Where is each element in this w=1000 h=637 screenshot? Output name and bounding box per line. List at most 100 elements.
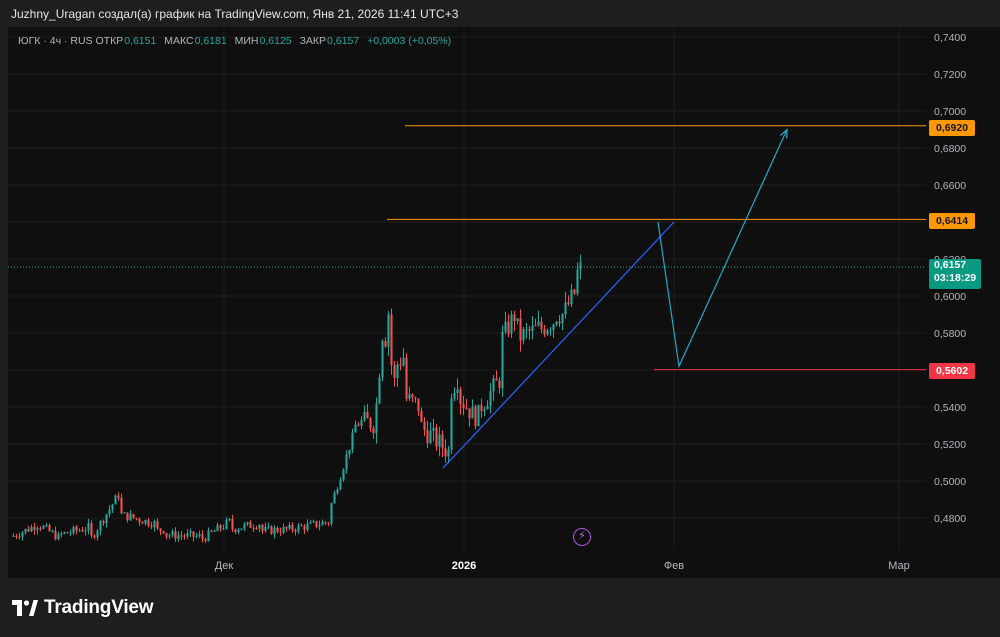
tradingview-logo[interactable]: TradingView bbox=[12, 597, 154, 619]
y-tick-label: 0,6600 bbox=[934, 180, 966, 192]
candle-body bbox=[408, 394, 411, 399]
candle-body bbox=[246, 522, 249, 525]
candle-body bbox=[540, 321, 543, 330]
tradingview-logo-icon bbox=[12, 600, 38, 616]
candle-body bbox=[306, 523, 309, 530]
symbol-label: ЮГК · 4ч · RUS bbox=[18, 35, 93, 47]
change-value: +0,0003 (+0,05%) bbox=[367, 35, 452, 47]
y-tick-label: 0,7400 bbox=[934, 32, 966, 44]
candle-body bbox=[105, 514, 108, 524]
candle-body bbox=[36, 528, 39, 531]
tradingview-brand: TradingView bbox=[44, 597, 154, 618]
candle-body bbox=[237, 529, 240, 532]
candle-body bbox=[309, 521, 312, 524]
candle-body bbox=[57, 533, 60, 540]
candle-body bbox=[270, 526, 273, 535]
candle-body bbox=[264, 527, 267, 531]
candle-body bbox=[15, 535, 18, 537]
grid-lines bbox=[8, 28, 926, 550]
candle-body bbox=[519, 318, 522, 341]
y-tick-label: 0,5400 bbox=[934, 402, 966, 414]
candle-body bbox=[333, 492, 336, 504]
candle-body bbox=[78, 530, 81, 532]
candle-body bbox=[507, 321, 510, 334]
candle-body bbox=[375, 403, 378, 434]
candle-body bbox=[252, 527, 255, 529]
candle-body bbox=[312, 521, 315, 523]
candle-body bbox=[378, 377, 381, 404]
candle-body bbox=[285, 526, 288, 529]
candle-body bbox=[45, 525, 48, 527]
projection-arrow bbox=[657, 128, 788, 369]
candle-body bbox=[543, 329, 546, 335]
y-tick-label: 0,7000 bbox=[934, 106, 966, 118]
candle-body bbox=[546, 330, 549, 335]
high-value: 0,6181 bbox=[194, 35, 227, 47]
level-badge-05602: 0,5602 bbox=[929, 363, 975, 379]
y-tick-label: 0,4800 bbox=[934, 513, 966, 525]
candle-body bbox=[552, 324, 555, 331]
candle-body bbox=[357, 424, 360, 426]
candle-body bbox=[468, 408, 471, 419]
candle-body bbox=[198, 534, 201, 536]
candle-body bbox=[510, 314, 513, 334]
candle-body bbox=[222, 528, 225, 530]
candle-body bbox=[414, 397, 417, 399]
candle-body bbox=[60, 533, 63, 535]
candle-body bbox=[231, 518, 234, 530]
candle-body bbox=[171, 531, 174, 536]
candle-body bbox=[555, 321, 558, 325]
candle-body bbox=[132, 514, 135, 518]
candle-body bbox=[162, 531, 165, 534]
candle-body bbox=[369, 418, 372, 429]
candle-body bbox=[102, 521, 105, 524]
candle-body bbox=[159, 528, 162, 532]
candle-body bbox=[51, 530, 54, 532]
candle-body bbox=[324, 522, 327, 524]
candle-body bbox=[168, 535, 171, 537]
candle-body bbox=[438, 434, 441, 447]
candle-body bbox=[411, 394, 414, 398]
candle-body bbox=[27, 528, 30, 532]
flash-icon[interactable]: ⚡ bbox=[573, 528, 591, 546]
candle-body bbox=[435, 427, 438, 447]
candle-body bbox=[315, 521, 318, 527]
candle-body bbox=[402, 357, 405, 366]
candle-body bbox=[492, 378, 495, 392]
candle-body bbox=[66, 532, 69, 534]
candle-body bbox=[498, 380, 501, 389]
candle-body bbox=[348, 449, 351, 455]
candle-body bbox=[531, 325, 534, 331]
candle-body bbox=[240, 528, 243, 530]
candle-body bbox=[441, 434, 444, 449]
candle-body bbox=[114, 495, 117, 505]
candle-body bbox=[327, 522, 330, 524]
candle-body bbox=[21, 532, 24, 537]
candle-body bbox=[564, 302, 567, 315]
candle-body bbox=[504, 321, 507, 332]
candle-body bbox=[138, 518, 141, 522]
candle-body bbox=[18, 536, 21, 538]
open-value: 0,6151 bbox=[124, 35, 157, 47]
candle-body bbox=[75, 527, 78, 531]
x-axis-labels: Дек 2026 Фев Мар bbox=[215, 560, 910, 572]
candle-body bbox=[216, 525, 219, 532]
arrow-head bbox=[779, 128, 788, 139]
chart-area[interactable] bbox=[8, 27, 1000, 578]
candle-body bbox=[255, 528, 258, 530]
candle-body bbox=[534, 325, 537, 327]
candle-body bbox=[567, 302, 570, 305]
projection-path bbox=[657, 129, 788, 369]
candle-body bbox=[339, 479, 342, 490]
x-tick-label: Фев bbox=[664, 560, 684, 572]
candle-body bbox=[558, 321, 561, 324]
candle-body bbox=[81, 530, 84, 532]
candle-body bbox=[147, 519, 150, 526]
candle-body bbox=[549, 330, 552, 332]
candle-body bbox=[33, 526, 36, 531]
candle-body bbox=[258, 525, 261, 529]
candle-body bbox=[153, 521, 156, 528]
candle-body bbox=[516, 318, 519, 321]
candle-body bbox=[354, 424, 357, 433]
